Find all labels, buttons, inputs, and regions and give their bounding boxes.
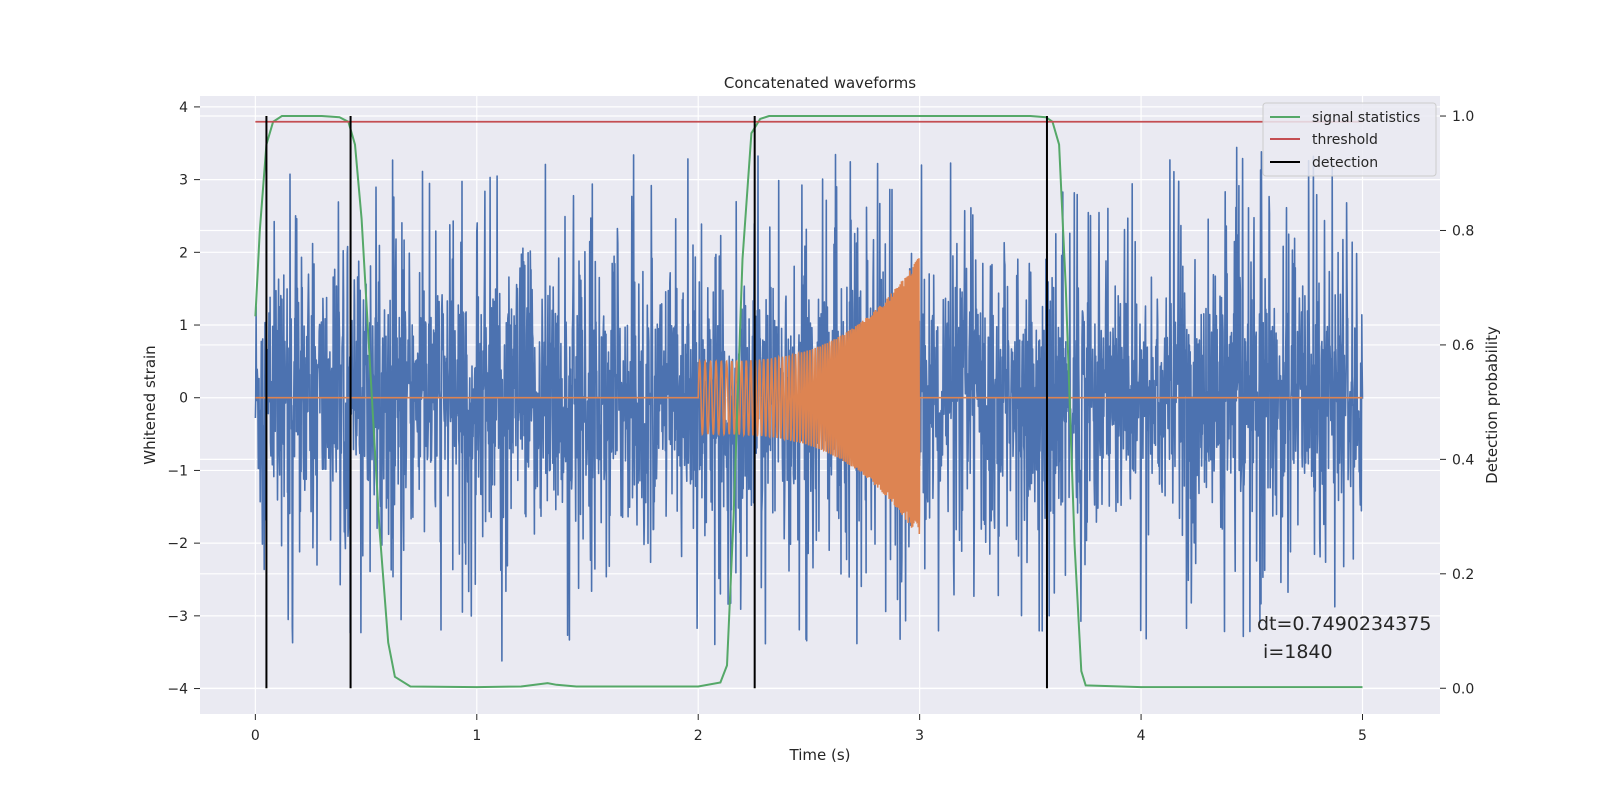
legend-label-threshold: threshold	[1312, 132, 1378, 148]
y2-tick-label: 1.0	[1452, 109, 1474, 125]
y-tick-label: −2	[167, 536, 188, 552]
x-tick-label: 2	[694, 728, 703, 744]
right-axis-ticks: 0.0 0.2 0.4 0.6 0.8 1.0	[1440, 109, 1474, 697]
x-tick-label: 0	[251, 728, 260, 744]
annotation-i: i=1840	[1257, 641, 1333, 663]
y2-tick-label: 0.6	[1452, 338, 1474, 354]
x-tick-label: 3	[915, 728, 924, 744]
y-tick-label: 4	[179, 100, 188, 116]
y-tick-label: 1	[179, 318, 188, 334]
legend-label-detection: detection	[1312, 155, 1378, 171]
y2-tick-label: 0.0	[1452, 681, 1474, 697]
x-axis-ticks: 0 1 2 3 4 5	[251, 714, 1367, 744]
chart-title: Concatenated waveforms	[724, 74, 916, 92]
chirp-series-line	[255, 258, 1363, 535]
y2-tick-label: 0.8	[1452, 223, 1474, 239]
legend-label-signal-statistics: signal statistics	[1312, 110, 1420, 126]
x-tick-label: 1	[472, 728, 481, 744]
y-tick-label: −3	[167, 609, 188, 625]
legend: signal statistics threshold detection	[1262, 102, 1437, 177]
annotation-dt: dt=0.7490234375	[1257, 613, 1431, 635]
x-tick-label: 5	[1358, 728, 1367, 744]
signal-statistics-line	[254, 115, 1363, 689]
y-tick-label: −4	[167, 682, 188, 698]
x-tick-label: 4	[1137, 728, 1146, 744]
y-tick-label: 2	[179, 245, 188, 261]
y2-axis-label: Detection probability	[1483, 326, 1501, 484]
left-axis-ticks: −4 −3 −2 −1 0 1 2 3 4	[167, 100, 200, 698]
y-tick-label: −1	[167, 463, 188, 479]
plot-area	[254, 115, 1364, 689]
legend-box	[1262, 102, 1437, 177]
y2-tick-label: 0.4	[1452, 452, 1474, 468]
y-axis-label: Whitened strain	[141, 345, 159, 464]
x-axis-label: Time (s)	[789, 746, 851, 764]
y2-tick-label: 0.2	[1452, 567, 1474, 583]
y-tick-label: 3	[179, 173, 188, 189]
y-tick-label: 0	[179, 391, 188, 407]
noise-series-line	[254, 146, 1364, 662]
